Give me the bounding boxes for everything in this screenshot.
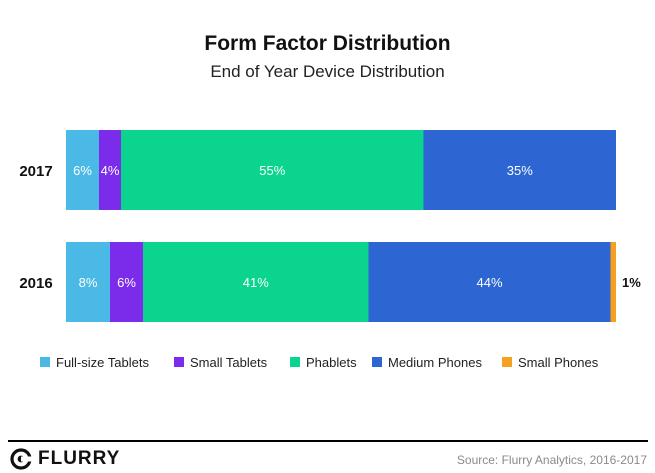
source-note: Source: Flurry Analytics, 2016-2017 — [456, 453, 647, 467]
bar-2016-phablets — [143, 242, 369, 322]
legend-label-phablets: Phablets — [306, 355, 357, 370]
bar-2016-small-phones — [610, 242, 616, 322]
flurry-logo-icon — [10, 448, 32, 470]
flurry-logo: FLURRY — [10, 448, 120, 470]
data-label-2016-small-phones: 1% — [622, 275, 641, 290]
legend-swatch-medium-phones — [372, 357, 382, 367]
category-label-2017: 2017 — [19, 163, 52, 180]
chart-subtitle: End of Year Device Distribution — [210, 62, 445, 81]
legend-swatch-small-tablets — [174, 357, 184, 367]
data-label-2017-full-size-tablets: 6% — [73, 163, 92, 178]
legend-swatch-phablets — [290, 357, 300, 367]
data-label-2017-small-tablets: 4% — [101, 163, 120, 178]
stacked-bar-chart: 2017 6% 4% 55% 35% 2016 8% 6% 41% 44% 1% Full-size … — [19, 130, 641, 370]
bar-2016-full-size-tablets — [66, 242, 110, 322]
bar-2016-small-tablets — [110, 242, 143, 322]
chart-title: Form Factor Distribution — [204, 32, 451, 55]
data-label-2016-full-size-tablets: 8% — [79, 275, 98, 290]
data-label-2017-medium-phones: 35% — [507, 163, 533, 178]
bar-2017-full-size-tablets — [66, 130, 99, 210]
data-label-2017-phablets: 55% — [259, 163, 285, 178]
category-label-2016: 2016 — [19, 275, 52, 292]
data-label-2016-medium-phones: 44% — [476, 275, 502, 290]
bar-2016-medium-phones — [368, 242, 611, 322]
data-label-2016-phablets: 41% — [243, 275, 269, 290]
data-label-2016-small-tablets: 6% — [117, 275, 136, 290]
bar-2017-medium-phones — [423, 130, 616, 210]
legend-label-medium-phones: Medium Phones — [388, 355, 482, 370]
legend-swatch-small-phones — [502, 357, 512, 367]
legend-label-full-size-tablets: Full-size Tablets — [56, 355, 149, 370]
legend-label-small-tablets: Small Tablets — [190, 355, 268, 370]
footer-divider — [8, 440, 648, 442]
legend-swatch-full-size-tablets — [40, 357, 50, 367]
bar-2017-phablets — [121, 130, 424, 210]
bar-2017-small-tablets — [99, 130, 121, 210]
logo-text: FLURRY — [38, 448, 121, 469]
legend-label-small-phones: Small Phones — [518, 355, 599, 370]
